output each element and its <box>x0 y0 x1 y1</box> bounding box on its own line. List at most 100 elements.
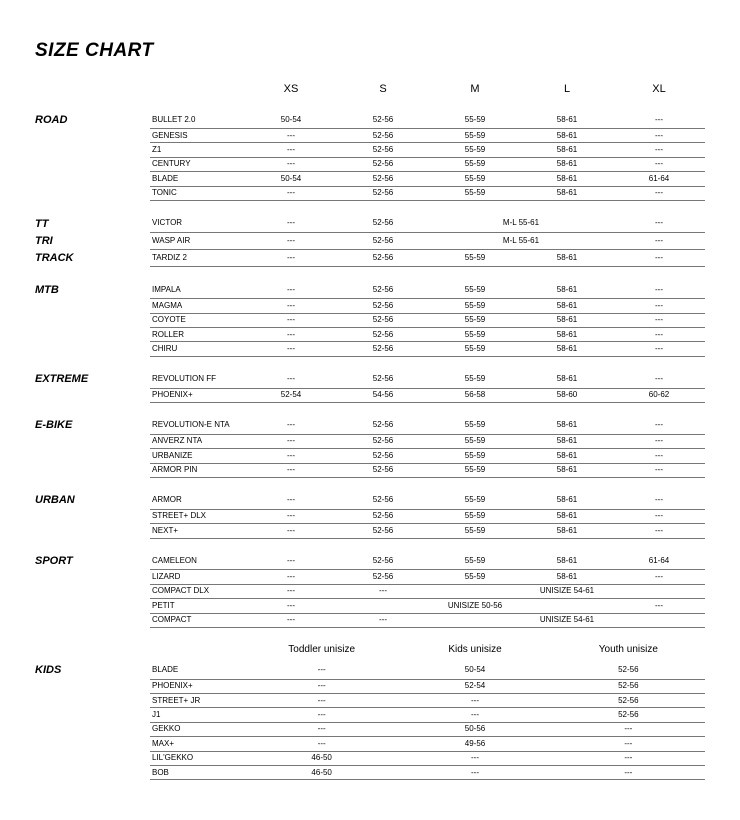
size-cell: 52-56 <box>337 313 429 327</box>
category-label <box>35 524 150 538</box>
size-cell: --- <box>613 186 705 200</box>
category-label <box>35 694 150 708</box>
model-name: REVOLUTION FF <box>150 371 245 388</box>
size-cell: --- <box>552 737 705 751</box>
category-label: MTB <box>35 281 150 298</box>
size-cell: 50-54 <box>245 111 337 128</box>
col-header: XS <box>245 80 337 97</box>
model-name: MAGMA <box>150 299 245 313</box>
category-label <box>35 172 150 186</box>
model-name: CHIRU <box>150 342 245 356</box>
size-cell: --- <box>245 157 337 171</box>
model-name: MAX+ <box>150 737 245 751</box>
size-cell: --- <box>245 371 337 388</box>
category-label <box>35 143 150 157</box>
model-name: IMPALA <box>150 281 245 298</box>
size-cell: --- <box>613 342 705 356</box>
size-cell: 55-59 <box>429 492 521 509</box>
size-cell: --- <box>613 111 705 128</box>
size-cell: --- <box>245 281 337 298</box>
model-name: COYOTE <box>150 313 245 327</box>
size-cell: 55-59 <box>429 342 521 356</box>
model-name: PETIT <box>150 599 245 613</box>
size-cell: 58-61 <box>521 509 613 523</box>
category-label <box>35 599 150 613</box>
blank <box>150 642 245 658</box>
col-header: S <box>337 80 429 97</box>
size-cell: 52-56 <box>552 679 705 693</box>
size-cell: --- <box>245 524 337 538</box>
model-name: ARMOR PIN <box>150 463 245 477</box>
model-name: GEKKO <box>150 722 245 736</box>
size-cell: 52-56 <box>337 463 429 477</box>
category-label <box>35 509 150 523</box>
size-cell: --- <box>245 215 337 232</box>
size-cell: --- <box>245 342 337 356</box>
size-cell: --- <box>245 599 337 613</box>
model-name: URBANIZE <box>150 449 245 463</box>
model-name: STREET+ DLX <box>150 509 245 523</box>
model-name: ARMOR <box>150 492 245 509</box>
size-cell: --- <box>245 708 398 722</box>
size-cell: 52-56 <box>337 281 429 298</box>
size-cell: --- <box>245 232 337 249</box>
size-cell: 58-61 <box>521 111 613 128</box>
size-cell: 55-59 <box>429 111 521 128</box>
size-cell: 55-59 <box>429 313 521 327</box>
size-cell: --- <box>613 299 705 313</box>
model-name: GENESIS <box>150 129 245 143</box>
size-cell: 58-61 <box>521 570 613 584</box>
size-cell: 52-54 <box>245 388 337 402</box>
size-cell: --- <box>245 299 337 313</box>
category-label <box>35 299 150 313</box>
size-cell: 50-56 <box>398 722 551 736</box>
size-cell: 55-59 <box>429 509 521 523</box>
size-cell: UNISIZE 54-61 <box>429 584 705 598</box>
category-label <box>35 449 150 463</box>
size-cell: 52-56 <box>337 570 429 584</box>
size-cell: 52-56 <box>337 299 429 313</box>
size-cell: 52-56 <box>337 449 429 463</box>
category-label: SPORT <box>35 553 150 570</box>
size-cell: --- <box>245 463 337 477</box>
category-label <box>35 584 150 598</box>
size-cell: UNISIZE 50-56 <box>337 599 613 613</box>
size-cell: 58-61 <box>521 434 613 448</box>
size-cell: --- <box>613 570 705 584</box>
size-cell: --- <box>337 613 429 627</box>
size-cell: --- <box>613 524 705 538</box>
category-label <box>35 313 150 327</box>
size-cell: 58-61 <box>521 157 613 171</box>
category-label <box>35 157 150 171</box>
size-cell: 58-61 <box>521 492 613 509</box>
size-cell: 46-50 <box>245 766 398 780</box>
size-cell: --- <box>613 157 705 171</box>
size-cell: --- <box>245 186 337 200</box>
size-cell: 58-61 <box>521 463 613 477</box>
model-name: ROLLER <box>150 328 245 342</box>
size-cell: --- <box>613 449 705 463</box>
model-name: PHOENIX+ <box>150 388 245 402</box>
size-cell: --- <box>613 371 705 388</box>
size-cell: 52-56 <box>552 694 705 708</box>
size-cell: 55-59 <box>429 143 521 157</box>
size-cell: --- <box>613 492 705 509</box>
category-label: KIDS <box>35 662 150 679</box>
model-name: BOB <box>150 766 245 780</box>
size-cell: --- <box>245 694 398 708</box>
size-cell: --- <box>245 584 337 598</box>
col-header: L <box>521 80 613 97</box>
size-cell: --- <box>613 313 705 327</box>
size-cell: --- <box>613 599 705 613</box>
size-cell: UNISIZE 54-61 <box>429 613 705 627</box>
size-cell: --- <box>613 509 705 523</box>
size-cell: 55-59 <box>429 250 521 267</box>
page-title: SIZE CHART <box>35 40 705 62</box>
size-cell: --- <box>613 143 705 157</box>
size-cell: 55-59 <box>429 434 521 448</box>
size-cell: --- <box>552 766 705 780</box>
size-cell: 52-56 <box>337 129 429 143</box>
category-label: EXTREME <box>35 371 150 388</box>
model-name: TONIC <box>150 186 245 200</box>
size-cell: 52-56 <box>337 417 429 434</box>
